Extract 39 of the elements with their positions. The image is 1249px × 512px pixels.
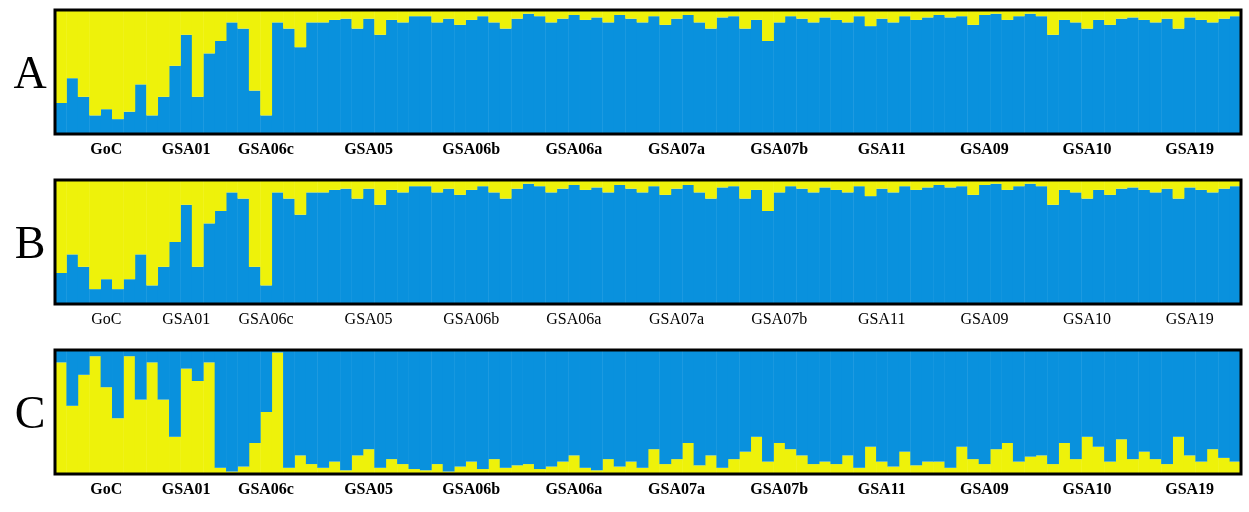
x-tick-label: GSA06a <box>545 480 603 497</box>
x-tick-label: GSA05 <box>344 140 394 157</box>
x-tick-label: GSA05 <box>344 310 393 327</box>
x-tick-label: GSA19 <box>1165 310 1214 327</box>
x-tick-label: GSA06b <box>442 480 501 497</box>
x-tick-label: GSA07b <box>750 140 809 157</box>
x-tick-label: GSA19 <box>1165 480 1215 497</box>
x-tick-label: GSA07a <box>648 140 705 157</box>
x-tick-label: GSA05 <box>344 480 394 497</box>
x-tick-label: GSA06a <box>546 310 602 327</box>
x-tick-label: GSA06b <box>442 140 501 157</box>
x-tick-label: GSA10 <box>1063 310 1112 327</box>
x-tick-label: GSA07b <box>750 480 809 497</box>
x-tick-label: GSA10 <box>1062 480 1112 497</box>
x-tick-label: GSA07a <box>648 310 705 327</box>
x-tick-label: GSA09 <box>959 140 1009 157</box>
x-tick-label: GSA07a <box>648 480 705 497</box>
text: A <box>13 47 47 98</box>
x-tick-label: GSA06c <box>238 310 294 327</box>
x-tick-label: GoC <box>90 480 123 497</box>
x-tick-label: GSA09 <box>959 480 1009 497</box>
x-tick-label: GoC <box>90 140 123 157</box>
x-tick-label: GSA06c <box>237 140 294 157</box>
x-tick-label: GSA11 <box>858 310 906 327</box>
x-tick-label: GSA01 <box>161 480 211 497</box>
x-tick-label: GSA11 <box>857 480 906 497</box>
text: B <box>14 217 46 268</box>
x-tick-label: GSA06b <box>443 310 500 327</box>
x-tick-label: GoC <box>91 310 122 327</box>
x-tick-label: GSA09 <box>960 310 1009 327</box>
x-tick-label: GSA11 <box>857 140 906 157</box>
x-tick-label: GSA01 <box>162 310 211 327</box>
x-tick-label: GSA06c <box>237 480 294 497</box>
x-tick-label: GSA10 <box>1062 140 1112 157</box>
x-tick-label: GSA19 <box>1165 140 1215 157</box>
x-tick-label: GSA01 <box>161 140 211 157</box>
text: C <box>14 387 46 438</box>
x-tick-label: GSA06a <box>545 140 603 157</box>
x-tick-label: GSA07b <box>751 310 808 327</box>
